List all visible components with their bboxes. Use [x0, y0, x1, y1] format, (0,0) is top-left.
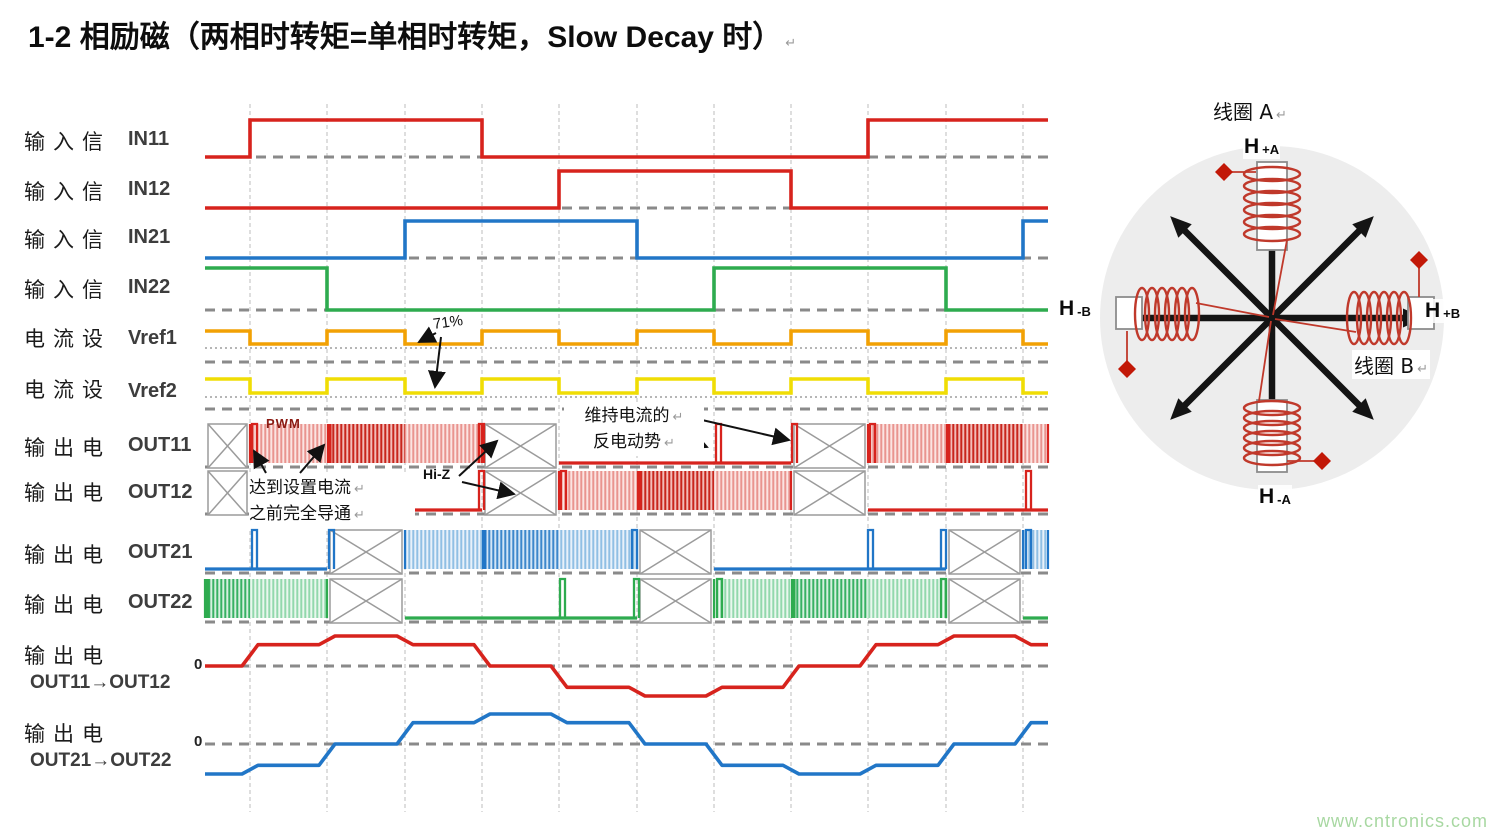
row-label-cn-in11: 输入信 [24, 130, 111, 154]
row-label-cn-in21: 输入信 [24, 228, 111, 252]
signal-name-out1112: OUT11→OUT12 [30, 672, 171, 693]
signal-name-in12: IN12 [128, 178, 171, 200]
row-label-cn-out1112: 输出电 [24, 644, 111, 668]
page-title: 1-2 相励磁（两相时转矩=单相时转矩，Slow Decay 时） ↵ [28, 21, 797, 54]
pole-label-h-minus-b: H -B [1058, 297, 1092, 321]
coil-b-label: 线圈 B ↵ [1352, 350, 1430, 379]
row-label-cn-out22: 输出电 [24, 593, 111, 617]
row-label-cn-vref2: 电流设 [24, 378, 111, 402]
row-label-cn-out2122: 输出电 [24, 722, 111, 746]
signal-name-out11: OUT11 [128, 434, 192, 456]
signal-name-vref2: Vref2 [128, 380, 177, 402]
pwm-annotation: PWM [266, 416, 301, 431]
signal-name-out2122: OUT21→OUT22 [30, 750, 172, 771]
row-label-cn-in12: 输入信 [24, 180, 111, 204]
signal-name-in22: IN22 [128, 276, 171, 298]
hiz-annotation: Hi-Z [423, 466, 451, 482]
zero-label-out2122: 0 [194, 733, 203, 750]
paragraph-mark: ↵ [785, 35, 797, 50]
signal-name-out12: OUT12 [128, 481, 193, 503]
full-conduction-note: 达到设置电流 ↵ 之前完全导通 ↵ [249, 475, 415, 528]
pole-label-h-plus-a: H +A [1243, 135, 1281, 159]
row-label-cn-in22: 输入信 [24, 278, 111, 302]
row-label-cn-out21: 输出电 [24, 543, 111, 567]
row-label-cn-out11: 输出电 [24, 436, 111, 460]
pole-label-h-plus-b: H +B [1424, 299, 1462, 323]
watermark: www.cntronics.com [1316, 811, 1488, 831]
back-emf-note: 维持电流的 ↵ 反电动势 ↵ [564, 403, 704, 456]
signal-name-in11: IN11 [128, 128, 170, 150]
row-label-cn-out12: 输出电 [24, 481, 111, 505]
signal-name-out21: OUT21 [128, 541, 193, 563]
zero-label-out1112: 0 [194, 656, 203, 673]
pole-label-h-minus-a: H -A [1258, 485, 1292, 509]
signal-name-vref1: Vref1 [128, 327, 177, 349]
row-label-cn-vref1: 电流设 [24, 327, 111, 351]
signal-name-out22: OUT22 [128, 591, 193, 613]
signal-name-in21: IN21 [128, 226, 171, 248]
coil-a-label: 线圈 A ↵ [1211, 96, 1289, 125]
